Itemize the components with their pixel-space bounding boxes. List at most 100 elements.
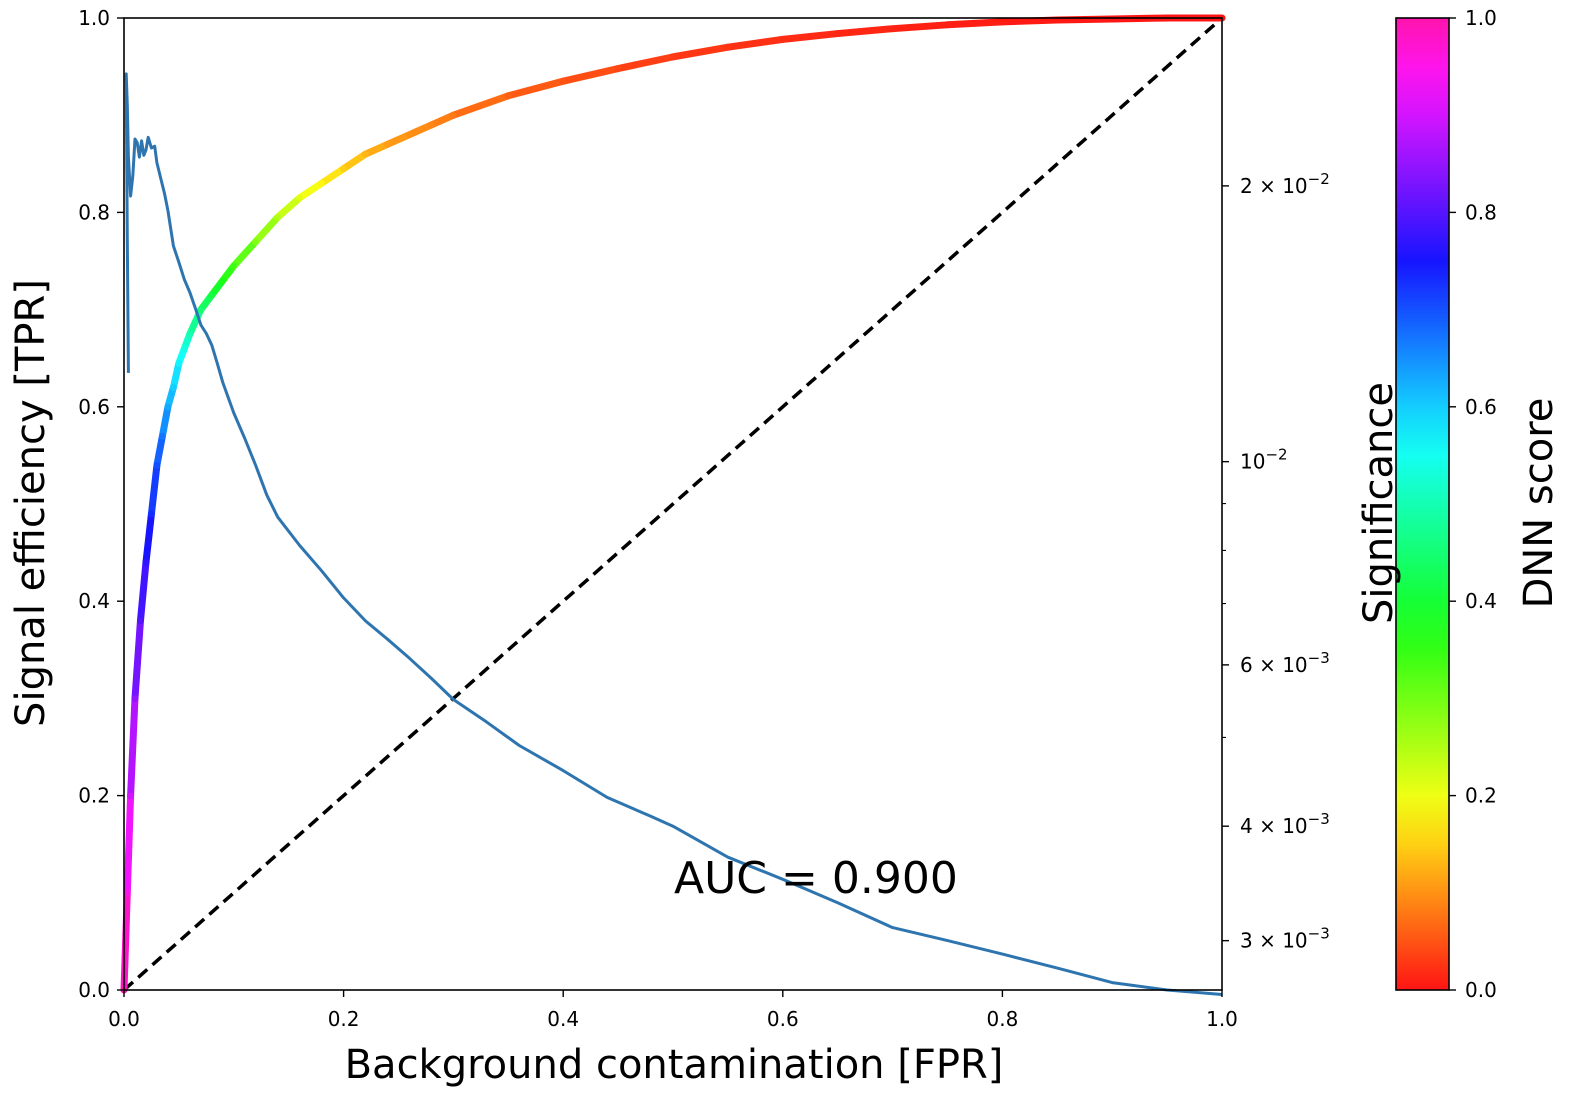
roc-point [175, 359, 183, 367]
roc-point [159, 432, 166, 440]
x-axis-title: Background contamination [FPR] [345, 1042, 1004, 1088]
colorbar-tick-label: 0.8 [1465, 200, 1497, 224]
colorbar-tick-label: 0.2 [1465, 784, 1497, 808]
roc-curve-segment [504, 77, 567, 100]
roc-curve-segment [127, 694, 139, 800]
roc-point [505, 92, 512, 99]
roc-point [197, 306, 205, 313]
roc-point [318, 180, 325, 187]
roc-curve-segment [669, 43, 732, 61]
roc-curve-segment [1053, 15, 1116, 24]
colorbar-bar [1395, 17, 1450, 991]
colorbar-tick-label: 0.6 [1465, 395, 1497, 419]
roc-point [127, 792, 134, 799]
x-tick-label: 0.0 [108, 1007, 140, 1031]
roc-point [614, 65, 622, 72]
y-tick-label: 0.4 [78, 589, 110, 613]
roc-curve-segment [340, 150, 370, 173]
roc-curve-segment [274, 194, 304, 221]
y2-tick-label: 2 × 10−2 [1240, 170, 1330, 198]
roc-curve-segment [123, 792, 135, 897]
roc-point [124, 889, 131, 896]
y2-axis-title: Significance [1356, 382, 1402, 624]
y-tick-label: 1.0 [78, 6, 110, 30]
roc-curve-segment [724, 35, 787, 51]
y-axis-title: Signal efficiency [TPR] [8, 279, 54, 727]
plot-area [120, 14, 1226, 996]
auc-annotation: AUC = 0.900 [674, 853, 958, 904]
roc-curve-segment [834, 25, 897, 38]
roc-curve-segment [142, 510, 155, 566]
y2-tick-label: 4 × 10−3 [1240, 810, 1330, 838]
roc-curve-segment [153, 432, 166, 469]
roc-point [142, 559, 150, 566]
colorbar-tick-label: 1.0 [1465, 6, 1497, 30]
x-tick-label: 1.0 [1206, 1007, 1238, 1031]
roc-curve-segment [944, 18, 1006, 29]
significance-curve [124, 72, 1223, 996]
colorbar: 0.0 0.2 0.4 0.6 0.8 1.0 [1395, 6, 1497, 1002]
roc-curve-segment [136, 558, 150, 625]
roc-point [406, 131, 413, 138]
roc-point [384, 141, 391, 148]
roc-curve-segment [427, 111, 457, 129]
axes: 0.0 0.2 0.4 0.6 0.8 1.0 0.0 0.2 0.4 0.6 0.8 1.0 2 × … [78, 6, 1330, 1031]
roc-point [153, 461, 161, 469]
roc-curve-segment [230, 238, 260, 270]
roc-point [170, 384, 177, 391]
roc-point [450, 112, 457, 119]
roc-point [131, 695, 139, 702]
roc-curve-segment [318, 165, 348, 187]
roc-point [779, 36, 786, 43]
roc-curve-segment [449, 92, 512, 119]
roc-point [181, 345, 188, 352]
roc-curve-segment [186, 306, 205, 338]
roc-curve-segment [384, 131, 413, 148]
roc-point [219, 277, 227, 284]
roc-curve-segment [169, 359, 183, 391]
roc-point [296, 194, 303, 202]
roc-point [274, 214, 281, 221]
roc-point [834, 30, 841, 37]
roc-point [560, 77, 567, 85]
roc-point [999, 18, 1006, 26]
x-tick-label: 0.8 [986, 1007, 1018, 1031]
roc-point [164, 403, 172, 410]
roc-point [944, 21, 951, 29]
colorbar-tick-label: 0.0 [1465, 978, 1497, 1002]
roc-point [148, 510, 155, 517]
roc-point [208, 291, 216, 299]
x-tick-label: 0.4 [547, 1007, 579, 1031]
roc-curve-segment [158, 403, 172, 440]
colorbar-tick-label: 0.4 [1465, 589, 1497, 613]
roc-curve-segment [362, 140, 392, 158]
roc-curve-segment [131, 617, 144, 702]
roc-point [252, 238, 259, 245]
roc-curve-segment [252, 213, 282, 246]
roc-curve-segment [147, 461, 161, 518]
roc-point [340, 165, 347, 172]
roc-curve-segment [779, 30, 842, 43]
y2-tick-label: 10−2 [1240, 446, 1288, 474]
x-tick-label: 0.2 [328, 1007, 360, 1031]
roc-curve-segment [614, 53, 677, 73]
y-tick-label: 0.6 [78, 395, 110, 419]
roc-curve-segment [405, 121, 435, 139]
y-tick-label: 0.2 [78, 784, 110, 808]
x-tick-label: 0.6 [767, 1007, 799, 1031]
colorbar-title: DNN score [1516, 398, 1562, 609]
roc-curve-segment [889, 21, 951, 33]
y-tick-label: 0.0 [78, 978, 110, 1002]
roc-point [137, 617, 144, 624]
roc-point [889, 25, 896, 32]
roc-curve-segment [296, 179, 326, 202]
roc-point [428, 121, 435, 129]
roc-point [230, 262, 237, 270]
roc-point [362, 150, 369, 158]
roc-point [669, 53, 677, 61]
roc-point [186, 330, 194, 338]
y-tick-label: 0.8 [78, 200, 110, 224]
roc-point [1109, 15, 1116, 23]
roc-point [724, 43, 732, 51]
